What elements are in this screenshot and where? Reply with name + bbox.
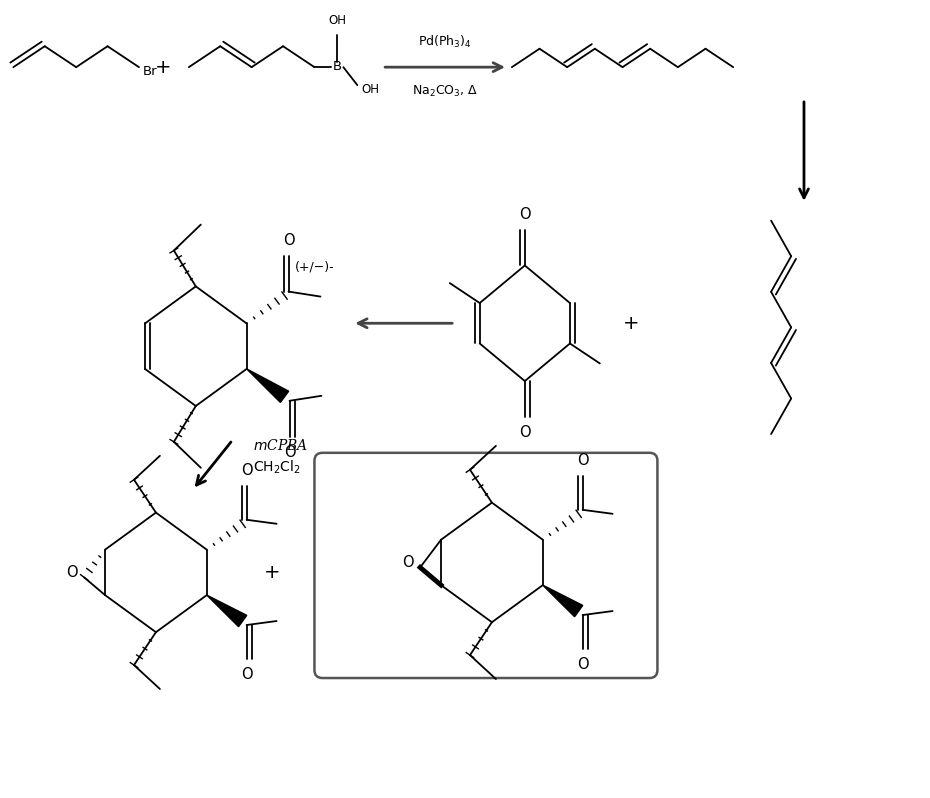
Text: (+/−)-: (+/−)- [295,261,334,274]
Text: O: O [519,425,531,440]
Text: O: O [577,453,589,468]
Text: B: B [332,60,341,73]
Text: O: O [283,233,294,247]
Text: +: + [264,563,281,582]
Polygon shape [206,595,246,626]
FancyBboxPatch shape [314,452,658,678]
Text: O: O [241,667,252,681]
Text: O: O [66,565,78,580]
Text: Pd(Ph$_3$)$_4$: Pd(Ph$_3$)$_4$ [418,34,472,50]
Text: $m$CPBA: $m$CPBA [253,438,308,453]
Text: +: + [623,314,640,333]
Text: Na$_2$CO$_3$, Δ: Na$_2$CO$_3$, Δ [412,84,478,99]
Text: O: O [241,463,252,478]
Text: O: O [519,207,531,222]
Text: CH$_2$Cl$_2$: CH$_2$Cl$_2$ [253,459,300,476]
Text: O: O [403,555,414,570]
Text: OH: OH [328,14,346,27]
Text: Br: Br [143,65,157,77]
Text: OH: OH [362,82,379,96]
Polygon shape [543,585,583,617]
Text: O: O [577,657,589,672]
Polygon shape [246,369,288,402]
Text: O: O [284,444,296,460]
Text: +: + [154,57,171,77]
